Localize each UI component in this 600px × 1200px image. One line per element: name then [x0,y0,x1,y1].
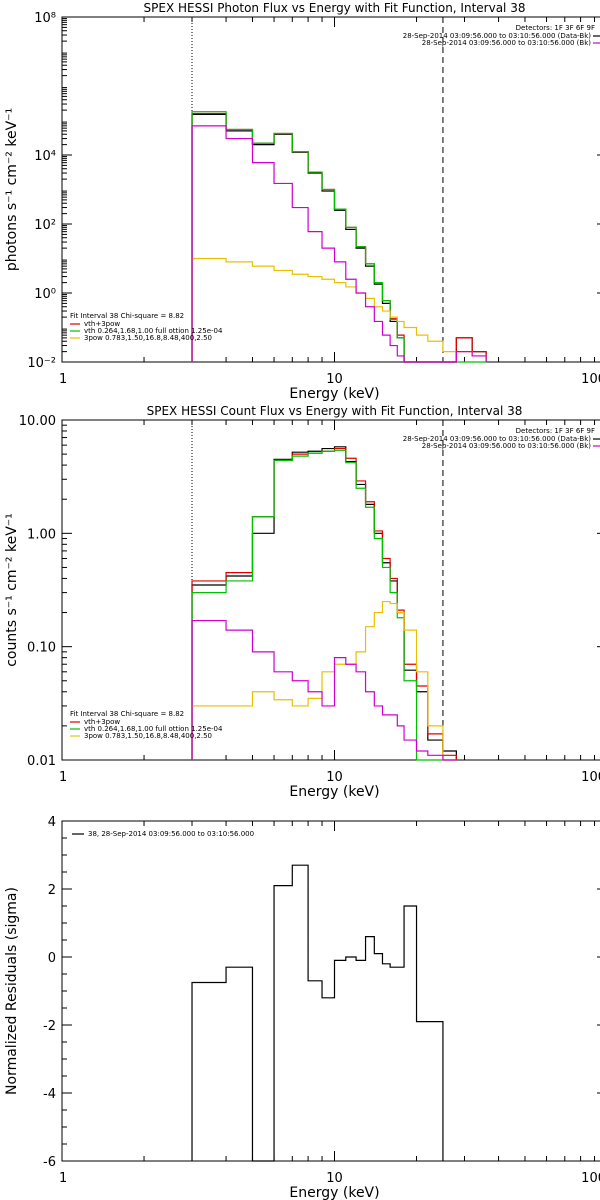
fit-legend-entry: 3pow 0.783,1.50,16.8,8.48,400,2.50 [84,334,212,342]
legend-entry: 28-Sep-2014 03:09:56.000 to 03:10:56.000… [403,32,592,40]
legend-entry: 28-Sep-2014 03:09:56.000 to 03:10:56.000… [403,435,592,443]
fit-legend-entry: vth+3pow [84,718,120,726]
fit-legend-header: Fit Interval 38 Chi-square = 8.82 [70,312,184,320]
residuals-panel: 1 10 100 -6 -4 -2 0 2 4 Energy (keV) Normalized Re… [4,815,600,1200]
fit-legend-header: Fit Interval 38 Chi-square = 8.82 [70,710,184,718]
legend-header: Detectors: 1F 3F 6F 9F [516,24,595,32]
legend-entry: 28-Sep-2014 03:09:56.000 to 03:10:56.000… [422,442,592,450]
x-tick-label: 10 [326,1171,343,1186]
series-vth [191,111,487,363]
y-axis-title: Normalized Residuals (sigma) [4,887,20,1095]
y-tick-label: 0.01 [27,754,56,769]
x-tick-label: 10 [326,372,343,387]
plot-frame [61,419,600,761]
y-tick-label: -2 [43,1019,56,1034]
x-tick-label: 100 [581,372,600,387]
x-tick-label: 100 [581,1171,600,1186]
x-axis-title: Energy (keV) [289,784,379,800]
y-tick-label: 10⁰ [34,287,56,302]
series-bkg [191,619,457,761]
y-tick-label: 10⁴ [34,149,56,164]
y-tick-label: 10⁻² [27,356,56,371]
x-tick-label: 1 [59,1171,67,1186]
y-tick-label: -6 [43,1155,56,1170]
y-axis-title: photons s⁻¹ cm⁻² keV⁻¹ [4,108,20,271]
series-total [191,864,444,1162]
y-axis-title: counts s⁻¹ cm⁻² keV⁻¹ [4,513,20,667]
legend-entry: 28-Sep-2014 03:09:56.000 to 03:10:56.000… [422,39,592,47]
y-tick-label: 10⁸ [34,11,56,26]
series-bpow [191,257,487,362]
y-tick-label: 0 [48,951,56,966]
x-axis-title: Energy (keV) [289,1185,379,1200]
y-tick-label: 10.00 [19,414,56,429]
fit-legend-entry: vth 0.264,1.68,1.00 full ottion 1.25e-04 [84,327,223,335]
fit-legend-entry: vth 0.264,1.68,1.00 full ottion 1.25e-04 [84,725,223,733]
fit-legend-entry: vth+3pow [84,320,120,328]
plot-frame [61,820,600,1162]
y-tick-label: 4 [48,815,56,830]
y-tick-label: -4 [43,1087,56,1102]
y-tick-label: 1.00 [27,527,56,542]
photon-flux-panel: SPEX HESSI Photon Flux vs Energy with Fi… [4,1,600,402]
series-fit_sum [191,112,487,363]
count-flux-panel: SPEX HESSI Count Flux vs Energy with Fit… [4,404,600,800]
series-bpow [191,600,457,761]
residual-legend-entry: 38, 28-Sep-2014 03:09:56.000 to 03:10:56… [88,830,254,838]
chart-title: SPEX HESSI Count Flux vs Energy with Fit… [147,404,523,418]
fit-legend-entry: 3pow 0.783,1.50,16.8,8.48,400,2.50 [84,732,212,740]
x-tick-label: 1 [59,770,67,785]
series-total [191,113,487,363]
chart-title: SPEX HESSI Photon Flux vs Energy with Fi… [144,1,526,15]
series-vth [191,449,457,761]
x-tick-label: 1 [59,372,67,387]
x-axis-title: Energy (keV) [289,386,379,402]
y-tick-label: 2 [48,883,56,898]
x-tick-label: 10 [326,770,343,785]
y-tick-label: 0.10 [27,641,56,656]
y-tick-label: 10² [34,218,56,233]
legend-header: Detectors: 1F 3F 6F 9F [516,427,595,435]
series-bkg [191,125,487,363]
x-tick-label: 100 [581,770,600,785]
